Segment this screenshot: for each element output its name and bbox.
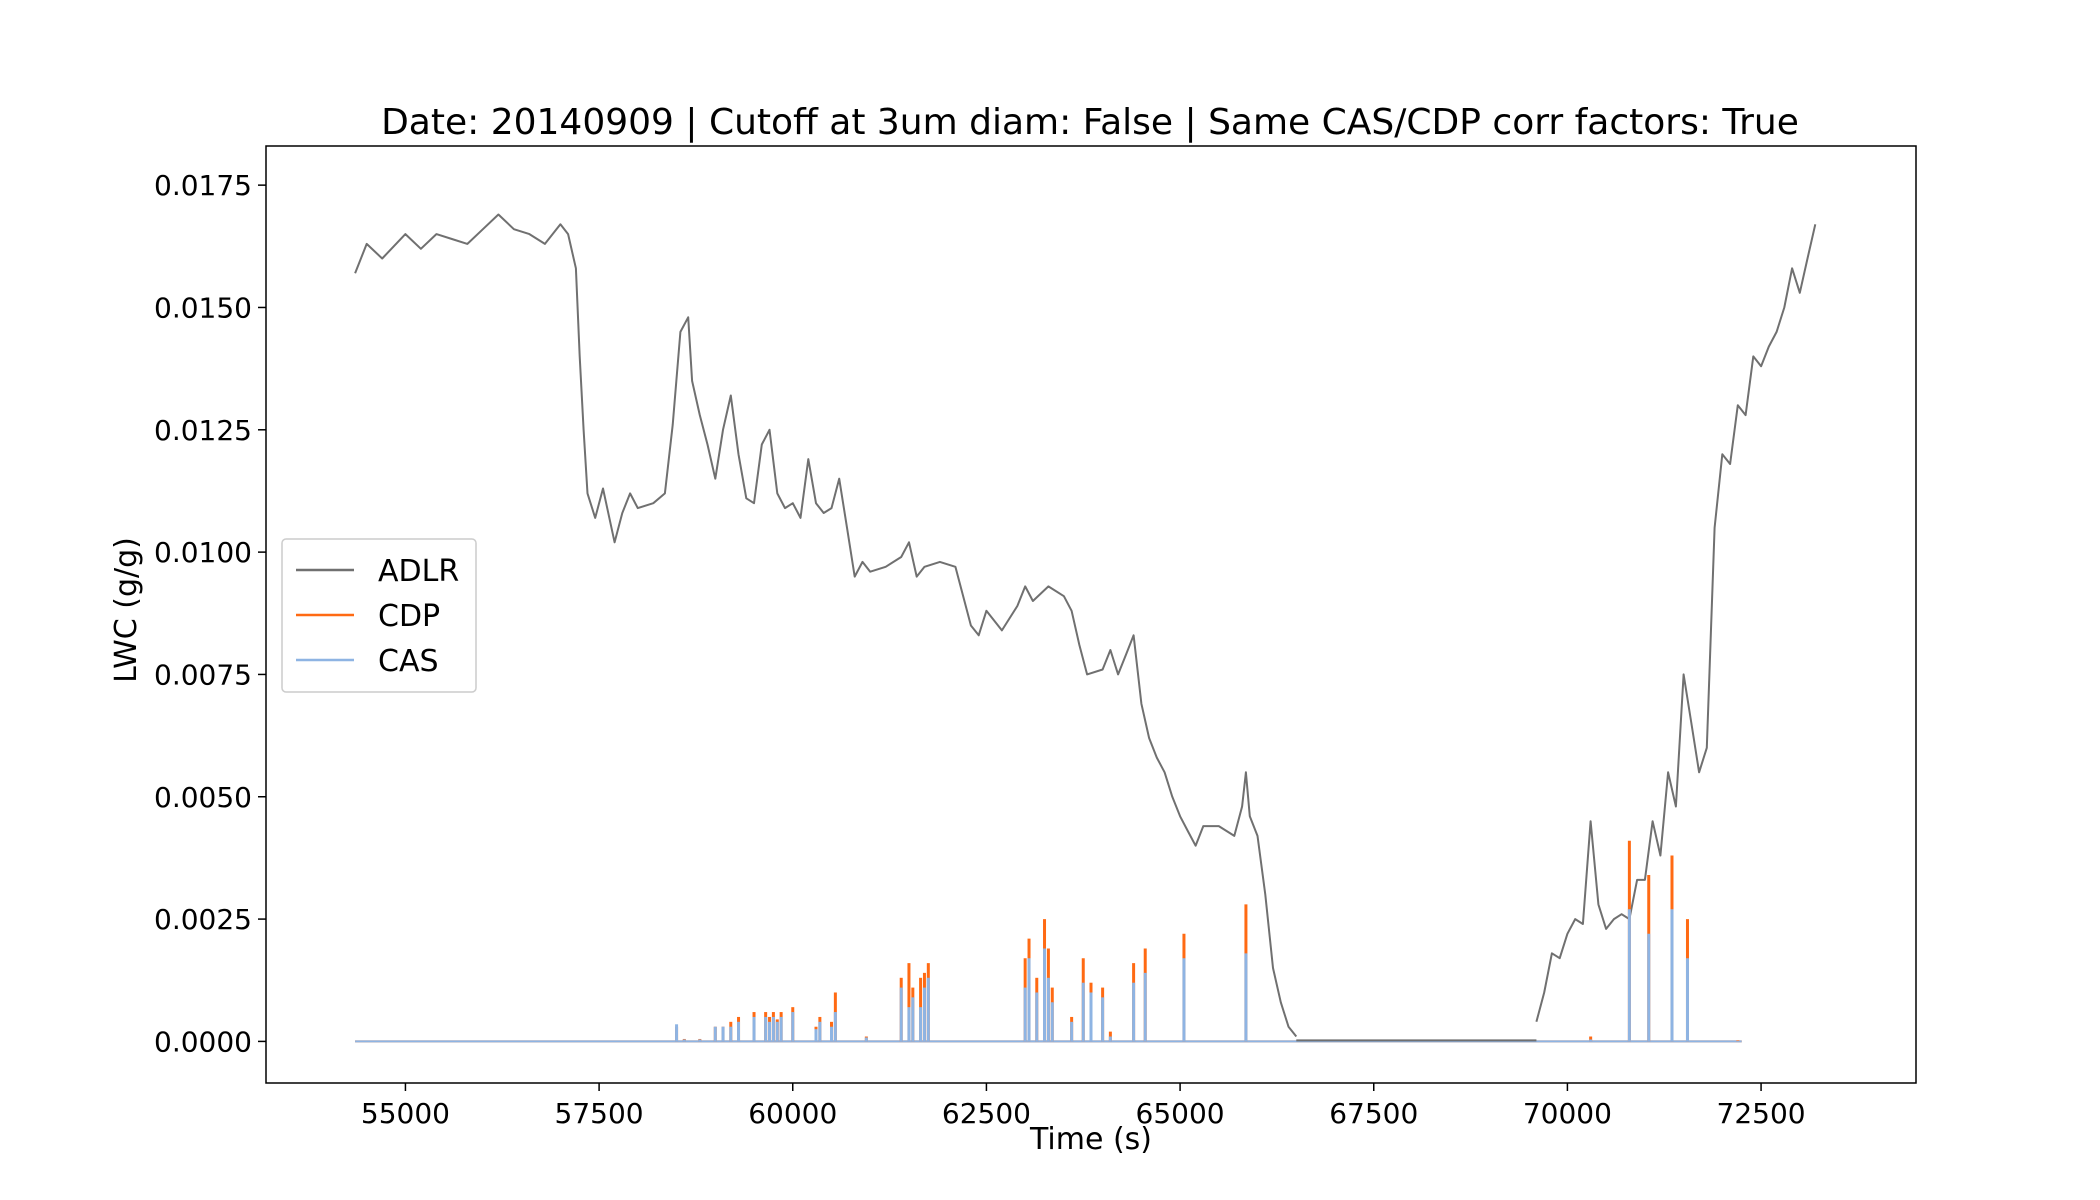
y-tick-label: 0.0025 <box>154 903 252 936</box>
x-tick-label: 62500 <box>942 1097 1031 1130</box>
x-tick-label: 65000 <box>1136 1097 1225 1130</box>
x-tick-label: 72500 <box>1717 1097 1806 1130</box>
y-tick-label: 0.0050 <box>154 781 252 814</box>
x-tick-label: 57500 <box>555 1097 644 1130</box>
legend-label-cdp: CDP <box>378 599 440 634</box>
y-tick-label: 0.0125 <box>154 414 252 447</box>
chart-title: Date: 20140909 | Cutoff at 3um diam: Fal… <box>381 102 1799 143</box>
x-axis-label: Time (s) <box>1029 1122 1152 1157</box>
series-layer <box>354 213 1817 1043</box>
legend-label-cas: CAS <box>378 644 439 679</box>
x-axis: 55000 57500 60000 62500 65000 67500 70000 72500 <box>361 1083 1806 1130</box>
y-axis: 0.0000 0.0025 0.0050 0.0075 0.0100 0.0125 0.01… <box>154 169 266 1058</box>
legend: ADLR CDP CAS <box>281 538 477 693</box>
x-tick-label: 55000 <box>361 1097 450 1130</box>
y-tick-label: 0.0150 <box>154 291 252 324</box>
legend-label-adlr: ADLR <box>378 554 459 589</box>
y-axis-label: LWC (g/g) <box>109 537 144 683</box>
x-tick-label: 70000 <box>1523 1097 1612 1130</box>
legend-box <box>281 538 477 693</box>
y-tick-label: 0.0000 <box>154 1025 252 1058</box>
series-line-adlr <box>354 213 1298 1038</box>
y-tick-label: 0.0175 <box>154 169 252 202</box>
y-tick-label: 0.0100 <box>154 536 252 569</box>
series-line-adlr <box>1535 224 1817 1023</box>
x-tick-label: 67500 <box>1329 1097 1418 1130</box>
x-tick-label: 60000 <box>748 1097 837 1130</box>
plot-frame <box>265 145 1917 1084</box>
y-tick-label: 0.0075 <box>154 658 252 691</box>
